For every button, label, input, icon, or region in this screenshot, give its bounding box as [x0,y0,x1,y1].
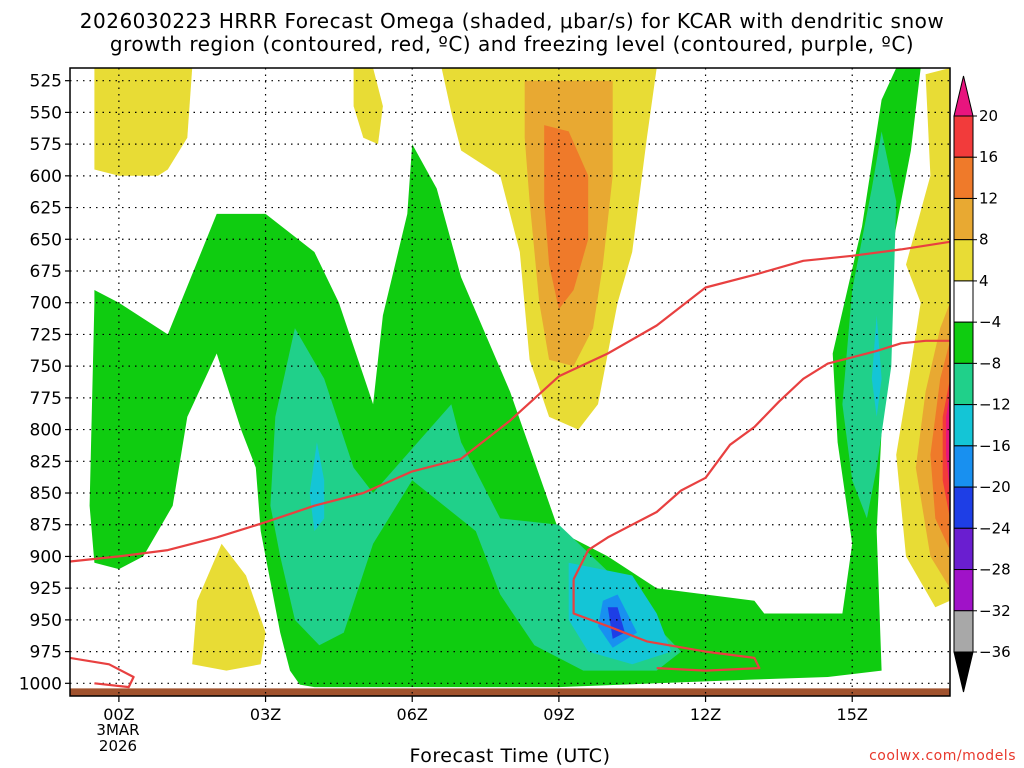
date-sublabel: 3MAR 2026 [88,722,148,754]
colorbar-label: −12 [979,396,1011,414]
y-tick-label: 725 [30,325,62,345]
y-tick-label: 1000 [19,674,62,694]
omega-region-15 [309,442,325,532]
date-sublabel-month: 3MAR [96,721,140,739]
y-tick-label: 575 [30,135,62,155]
colorbar-bin [953,239,974,282]
colorbar-top-arrow [953,75,974,117]
snow-growth-contour-0 [70,240,950,563]
chart-title-line2: growth region (contoured, red, ºC) and f… [109,32,915,56]
omega-region-0 [94,68,193,176]
x-axis-label: Forecast Time (UTC) [409,745,611,767]
ground-surface-band [70,688,950,696]
y-tick-label: 675 [30,262,62,282]
colorbar-label: 8 [979,231,989,249]
y-tick-label: 850 [30,484,62,504]
colorbar-bin [953,445,974,488]
y-tick-label: 975 [30,643,62,663]
colorbar-label: 4 [979,272,989,290]
omega-region-8 [930,340,950,551]
colorbar-label: −36 [979,643,1011,661]
snow-growth-contour-3 [70,656,135,689]
colorbar-label: −32 [979,602,1011,620]
ground-layer [70,688,950,696]
x-axis: 00Z 03Z 06Z 09Z 12Z 15Z [103,696,868,724]
colorbar-label: −24 [979,519,1011,537]
y-tick-label: 700 [30,294,62,314]
omega-region-10 [946,391,950,493]
chart-title-line1: 2026030223 HRRR Forecast Omega (shaded, … [79,9,945,33]
omega-region-3 [192,543,266,671]
y-tick-label: 775 [30,389,62,409]
omega-region-1 [353,68,383,145]
x-tick-label: 09Z [543,705,574,724]
date-sublabel-year: 2026 [98,737,138,755]
colorbar-label: −4 [979,313,1001,331]
omega-fill-layer [89,68,950,688]
y-tick-label: 950 [30,611,62,631]
x-tick-label: 06Z [397,705,428,724]
colorbar-bin [953,527,974,571]
source-credit-link[interactable]: coolwx.com/models [869,748,1016,764]
colorbar-bin [953,156,974,199]
omega-region-13 [842,131,897,519]
colorbar-label: −28 [979,561,1011,579]
colorbar-bin [953,280,974,323]
colorbar-label: −20 [979,478,1011,496]
x-tick-label: 03Z [250,705,281,724]
colorbar-bin [953,115,974,158]
colorbar-bottom-arrow [953,651,974,693]
colorbar-label: 16 [979,148,998,166]
y-tick-label: 600 [30,167,62,187]
y-tick-label: 825 [30,452,62,472]
y-tick-label: 525 [30,72,62,92]
snow-growth-contour-1 [572,339,950,580]
colorbar-legend: 20 16 12 8 4 −4 −8 −12 −16 −20 −24 −28 −32 −36 [953,75,1011,693]
y-tick-label: 800 [30,421,62,441]
y-tick-label: 550 [30,103,62,123]
colorbar-bin [953,197,974,241]
colorbar-label: 20 [979,107,998,125]
x-tick-label: 12Z [690,705,721,724]
plot-frame [69,67,951,697]
x-tick-label: 00Z [103,705,134,724]
y-tick-label: 650 [30,230,62,250]
colorbar-bin [953,569,974,612]
colorbar-bin [953,486,974,529]
omega-region-7 [544,125,589,310]
snow-growth-contour-layer [70,240,950,689]
colorbar-label: −16 [979,437,1011,455]
y-tick-label: 625 [30,199,62,219]
gridlines [70,68,950,696]
x-tick-label: 15Z [837,705,868,724]
colorbar-bin [953,404,974,447]
colorbar-label: 12 [979,189,998,207]
colorbar-bin [953,362,974,406]
colorbar-bin [953,610,974,653]
y-tick-label: 900 [30,547,62,567]
colorbar-label: −8 [979,354,1001,372]
y-tick-label: 750 [30,357,62,377]
y-tick-label: 925 [30,579,62,599]
y-tick-label: 875 [30,516,62,536]
y-axis: 525 550 575 600 625 650 675 700 725 750 775 800 825 8… [19,72,70,694]
snow-growth-contour-2 [572,579,761,672]
colorbar-bin [953,321,974,364]
